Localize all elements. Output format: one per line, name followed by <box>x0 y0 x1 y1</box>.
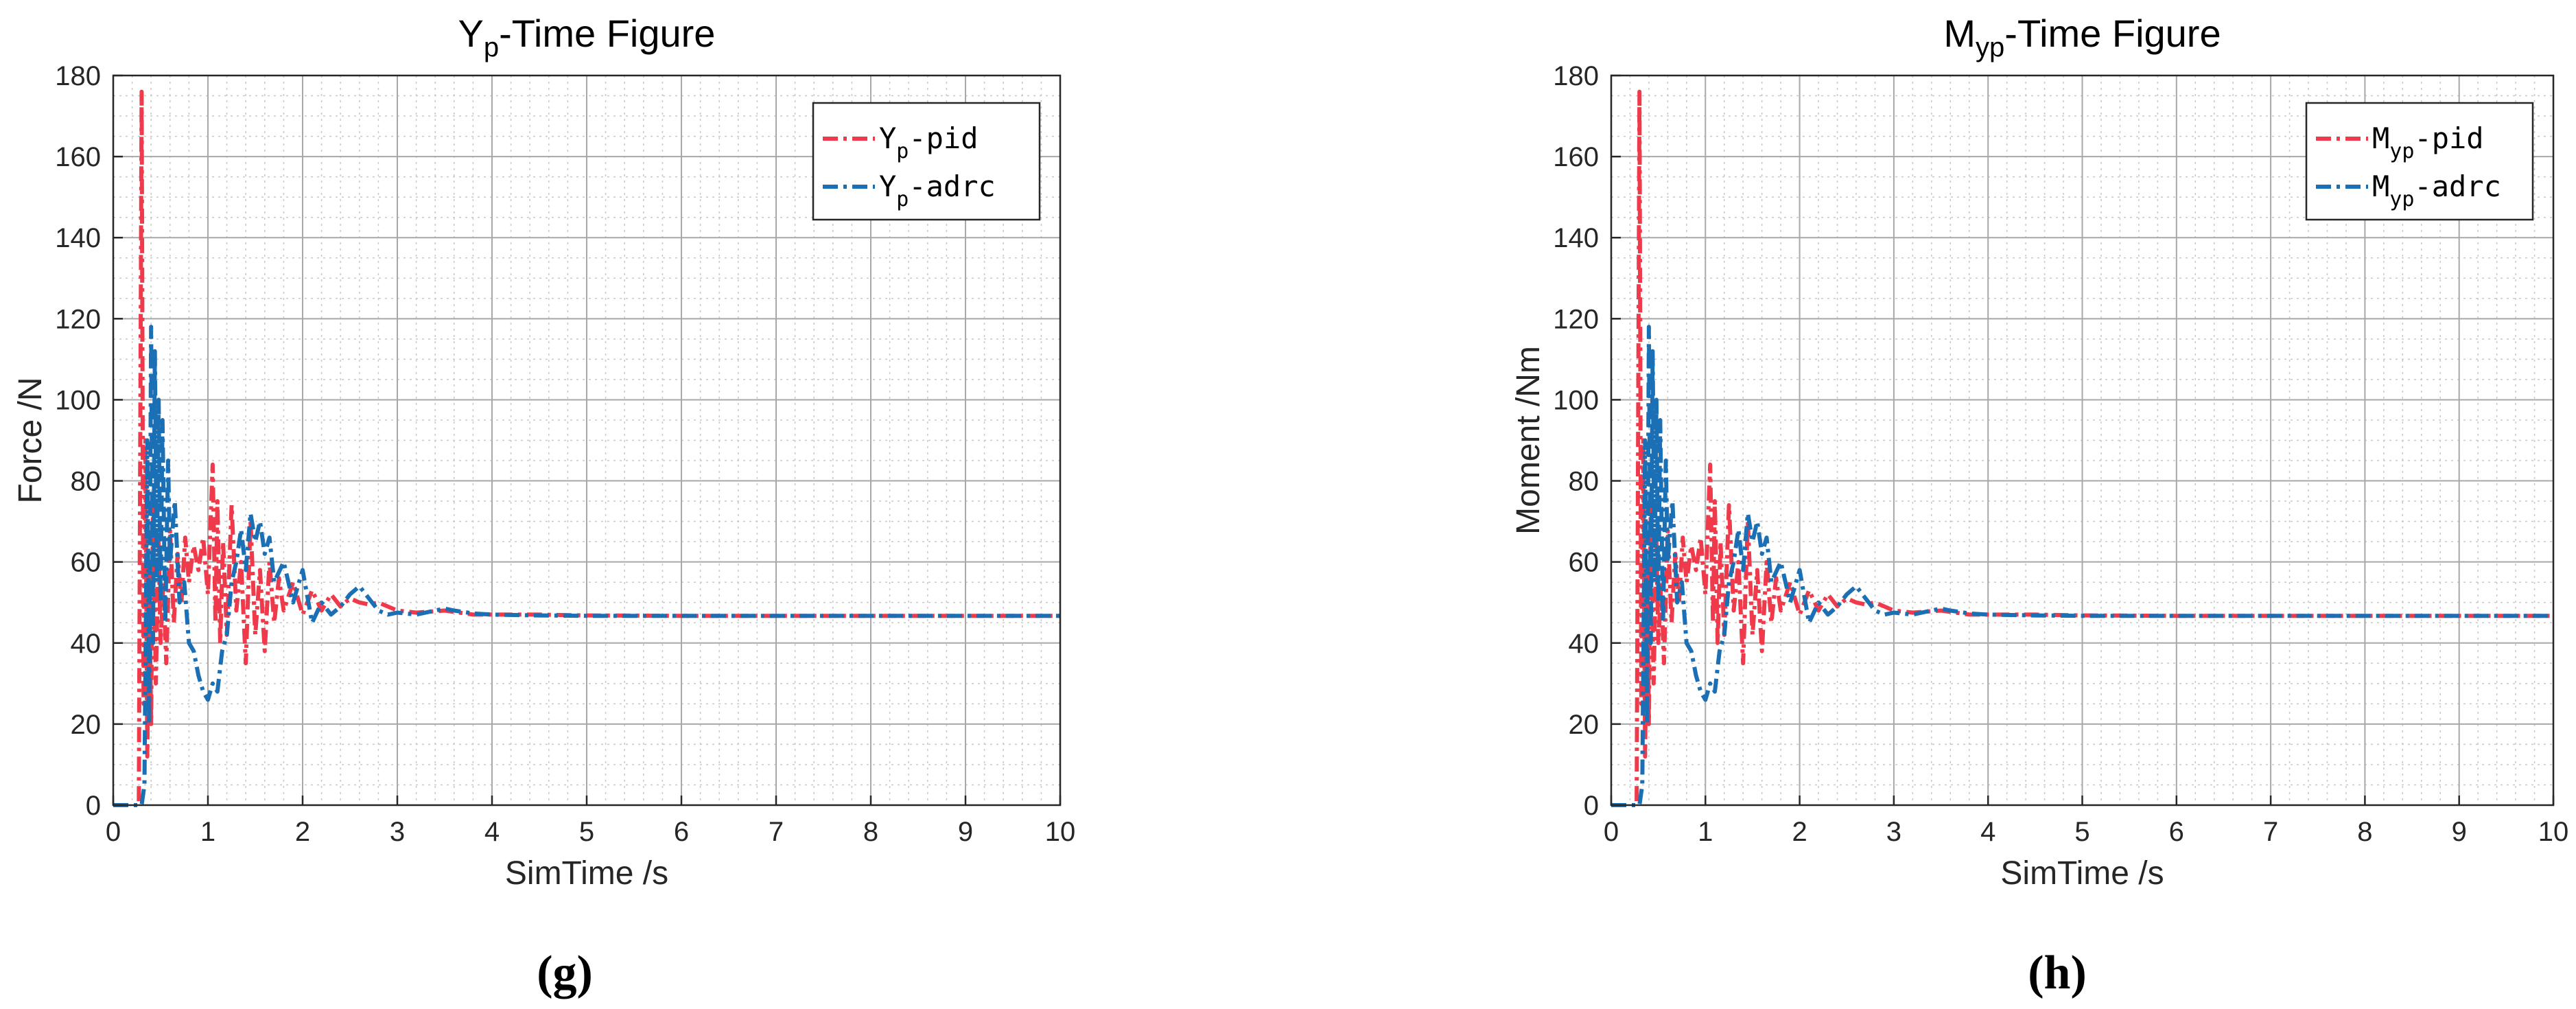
x-tick-label: 6 <box>674 817 689 847</box>
chart-title-sub: yp <box>1976 32 2004 62</box>
legend-label-pid-suffix: -pid <box>2414 121 2483 155</box>
x-tick-label: 4 <box>1980 817 1995 847</box>
legend-label-pid-suffix: -pid <box>909 121 978 155</box>
chart-panel-1: 0 1 2 3 4 5 6 7 8 9 10020406080100120140160180SimT… <box>12 12 1075 999</box>
y-tick-label: 160 <box>1553 142 1599 172</box>
y-tick-label: 40 <box>1569 629 1600 659</box>
y-axis-label: Moment /Nm <box>1510 346 1547 535</box>
chart-title: Yp-Time Figure <box>458 12 716 62</box>
legend-label-pid-main: M <box>2372 121 2389 155</box>
x-tick-label: 5 <box>2074 817 2089 847</box>
x-tick-label: 2 <box>295 817 310 847</box>
legend-label-pid-sub: yp <box>2389 139 2414 163</box>
y-tick-label: 20 <box>71 710 102 740</box>
x-tick-label: 5 <box>579 817 594 847</box>
legend-label-pid-sub: p <box>896 139 909 163</box>
legend-label-adrc-sub: yp <box>2389 187 2414 211</box>
y-tick-label: 120 <box>1553 304 1599 334</box>
legend-label-pid-main: Y <box>879 121 896 155</box>
x-tick-label: 3 <box>1886 817 1901 847</box>
x-tick-label: 2 <box>1792 817 1807 847</box>
x-axis-label: SimTime /s <box>505 855 668 892</box>
x-tick-label: 7 <box>769 817 784 847</box>
y-tick-label: 80 <box>1569 467 1600 497</box>
x-tick-label: 10 <box>2538 817 2569 847</box>
chart-title-main: M <box>1943 12 1976 55</box>
y-tick-label: 160 <box>55 142 101 172</box>
legend-label-pid: Yp-pid <box>879 121 979 163</box>
x-tick-label: 8 <box>2357 817 2372 847</box>
x-tick-label: 1 <box>1698 817 1713 847</box>
y-axis-label: Force /N <box>12 377 49 503</box>
y-tick-label: 0 <box>86 791 101 821</box>
chart-title: Myp-Time Figure <box>1943 12 2221 62</box>
y-tick-label: 40 <box>71 629 102 659</box>
x-tick-label: 0 <box>1604 817 1619 847</box>
series-line-pid <box>113 89 1060 807</box>
legend-label-adrc-suffix: -adrc <box>2414 170 2501 203</box>
x-tick-label: 4 <box>484 817 500 847</box>
chart-title-main: Y <box>458 12 484 55</box>
x-tick-label: 8 <box>863 817 878 847</box>
chart-title-sub: p <box>484 32 499 62</box>
y-tick-label: 0 <box>1584 791 1599 821</box>
y-tick-label: 80 <box>71 467 102 497</box>
y-tick-label: 180 <box>55 61 101 91</box>
y-tick-label: 100 <box>1553 385 1599 415</box>
y-tick-label: 100 <box>55 385 101 415</box>
y-tick-label: 180 <box>1553 61 1599 91</box>
legend-box <box>2305 102 2534 221</box>
panel-label: (h) <box>2028 947 2087 999</box>
y-tick-label: 20 <box>1569 710 1600 740</box>
x-tick-label: 1 <box>200 817 215 847</box>
legend-label-adrc-main: Y <box>879 170 896 203</box>
legend-label-adrc-suffix: -adrc <box>909 170 995 203</box>
major-grid <box>1611 75 2554 806</box>
x-axis-label: SimTime /s <box>2000 855 2164 892</box>
x-tick-label: 3 <box>390 817 405 847</box>
legend-label-pid: Myp-pid <box>2372 121 2484 163</box>
legend-box <box>812 102 1041 221</box>
y-tick-label: 120 <box>55 304 101 334</box>
chart-title-suffix: -Time Figure <box>499 12 715 55</box>
chart-panel-2: 0 1 2 3 4 5 6 7 8 9 10020406080100120140160180SimT… <box>1510 12 2568 999</box>
y-tick-label: 60 <box>1569 548 1600 578</box>
series-line-pid <box>1611 89 2553 807</box>
y-tick-label: 140 <box>55 223 101 253</box>
legend-label-adrc-main: M <box>2372 170 2389 203</box>
panel-label: (g) <box>537 947 593 999</box>
x-tick-label: 9 <box>958 817 973 847</box>
x-tick-label: 10 <box>1045 817 1076 847</box>
chart-title-suffix: -Time Figure <box>2004 12 2221 55</box>
x-tick-label: 9 <box>2452 817 2467 847</box>
y-tick-label: 140 <box>1553 223 1599 253</box>
x-tick-label: 7 <box>2263 817 2278 847</box>
legend-label-adrc: Myp-adrc <box>2372 170 2501 211</box>
x-tick-label: 6 <box>2169 817 2184 847</box>
y-tick-label: 60 <box>71 548 102 578</box>
legend-label-adrc-sub: p <box>896 187 909 211</box>
legend-label-adrc: Yp-adrc <box>879 170 996 211</box>
x-tick-label: 0 <box>106 817 121 847</box>
